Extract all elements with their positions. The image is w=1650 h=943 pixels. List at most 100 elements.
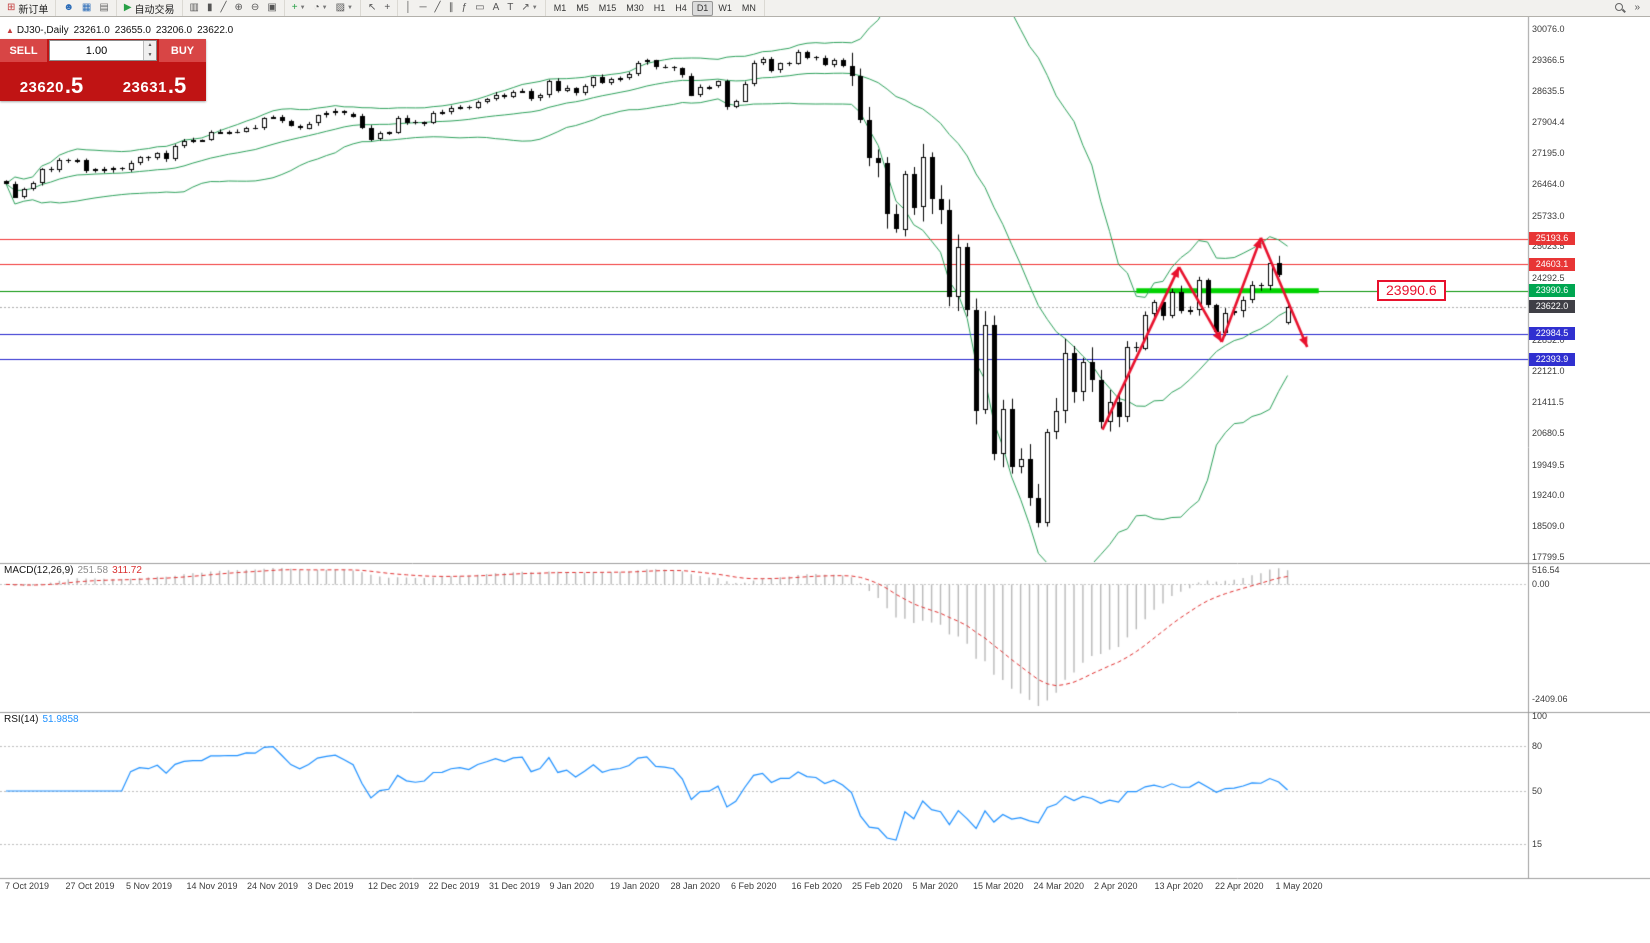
templates-button-glyph: ▨ — [335, 2, 346, 13]
arrow-objects-icon-glyph: ↗ — [521, 2, 530, 13]
text-icon[interactable]: A — [489, 1, 504, 16]
new-order-button-label: 新订单 — [18, 4, 49, 16]
zoom-out-icon[interactable]: ⊖ — [247, 1, 263, 16]
symbol-icon: ▲ — [6, 26, 14, 35]
timeframe-d1[interactable]: D1 — [691, 0, 714, 16]
fibonacci-icon[interactable]: ƒ — [458, 1, 472, 16]
terminal-icon-glyph: ▤ — [99, 2, 109, 13]
sell-price-main: 23620 — [19, 79, 64, 96]
crosshair-icon[interactable]: + — [380, 1, 394, 16]
channel-icon[interactable]: ∥ — [445, 1, 458, 16]
ohlc-close: 23622.0 — [197, 25, 234, 36]
indicators-button[interactable]: + ▼ — [288, 1, 310, 16]
cursor-icon[interactable]: ↖ — [364, 1, 380, 16]
trendline-icon[interactable]: ╱ — [431, 1, 445, 16]
timeframe-h4[interactable]: H4 — [675, 3, 687, 13]
volume-decrease-button[interactable]: ▼ — [144, 50, 156, 60]
autotrade-button[interactable]: ▶ 自动交易 — [120, 1, 179, 16]
volume-increase-button[interactable]: ▲ — [144, 41, 156, 51]
rsi-value: 51.9858 — [42, 714, 79, 725]
bar-chart-icon[interactable]: ▥ — [186, 1, 203, 16]
price-line-badge-22393.9[interactable]: 22393.9 — [1529, 352, 1575, 366]
periods-button-dropdown-icon: ▼ — [321, 5, 328, 11]
market-watch-icon[interactable]: ▦ — [78, 1, 95, 16]
chart-symbol: DJ30-,Daily — [16, 25, 69, 36]
price-line-badge-23990.6[interactable]: 23990.6 — [1529, 284, 1575, 298]
rsi-panel-resize-handle[interactable] — [0, 710, 1650, 714]
price-line-badge-23622.0[interactable]: 23622.0 — [1529, 300, 1575, 314]
timeframe-w1[interactable]: W1 — [718, 3, 732, 13]
cursor-icon-glyph: ↖ — [367, 2, 377, 13]
arrow-objects-icon-dropdown-icon: ▼ — [531, 5, 538, 11]
indicators-button-dropdown-icon: ▼ — [299, 5, 306, 11]
toolbar-group: ⊞ 新订单 — [0, 0, 57, 16]
arrow-objects-icon[interactable]: ↗ ▼ — [517, 1, 541, 16]
templates-button-dropdown-icon: ▼ — [347, 5, 353, 11]
timeframe-group: M1 M5 M15 M30 H1 H4 D1 W1 MN — [546, 0, 765, 16]
sell-price[interactable]: 23620 .5 — [0, 62, 103, 101]
tile-windows-icon[interactable]: ▣ — [263, 1, 280, 16]
quick-search-icon[interactable] — [1611, 1, 1630, 16]
sell-button[interactable]: SELL — [0, 39, 47, 62]
shapes-icon[interactable]: ▭ — [471, 1, 488, 16]
volume-box: ▲ ▼ — [49, 40, 157, 61]
toolbar-group: ▶ 自动交易 — [117, 0, 183, 16]
toolbar-group: ☻ ▦ ▤ — [56, 0, 117, 16]
text-label-icon[interactable]: T — [503, 1, 517, 16]
profile-icon[interactable]: ☻ — [59, 1, 78, 16]
vertical-line-icon[interactable]: │ — [401, 1, 415, 16]
timeframe-h1[interactable]: H1 — [653, 3, 666, 13]
price-line-badge-22984.5[interactable]: 22984.5 — [1529, 327, 1575, 341]
zoom-in-icon-glyph: ⊕ — [234, 2, 243, 13]
zoom-out-icon-glyph: ⊖ — [250, 2, 260, 13]
price-line-badge-25193.6[interactable]: 25193.6 — [1529, 232, 1575, 246]
periods-button-glyph: ◔ — [313, 2, 320, 13]
buy-price[interactable]: 23631 .5 — [103, 62, 206, 101]
timeframe-mn[interactable]: MN — [741, 3, 756, 13]
macd-signal-value: 311.72 — [112, 565, 142, 576]
quick-search-icon — [1615, 2, 1626, 14]
volume-input[interactable] — [50, 41, 143, 60]
templates-button[interactable]: ▨ ▼ — [332, 1, 357, 16]
toolbar-overflow-chevron[interactable]: » — [1630, 1, 1644, 16]
channel-icon-glyph: ∥ — [448, 2, 454, 13]
timeframe-m30[interactable]: M30 — [626, 3, 644, 13]
profile-icon-glyph: ☻ — [63, 2, 74, 13]
toolbar-group: ▥ ▮ ╱ ⊕ ⊖ ▣ — [183, 0, 285, 16]
toolbar-group: + ▼ ◔ ▼ ▨ ▼ — [285, 0, 361, 16]
toolbar-group: │ ─ ╱ ∥ ƒ ▭ A T ↗ ▼ — [398, 0, 546, 16]
zoom-in-icon[interactable]: ⊕ — [231, 1, 247, 16]
chart-ohlc-header: ▲ DJ30-,Daily 23261.0 23655.0 23206.0 23622.0 — [6, 25, 238, 36]
market-watch-icon-glyph: ▦ — [81, 2, 92, 13]
timeframe-m15[interactable]: M15 — [598, 3, 617, 13]
terminal-icon[interactable]: ▤ — [95, 1, 112, 16]
toolbar: ⊞ 新订单 ☻ ▦ ▤ ▶ 自动交易 ▥ ▮ ╱ ⊕ ⊖ ▣ + ▼ ◔ ▼ ▨ ▼ ↖ + │ ─ ╱ ∥ ƒ ▭ A T ↗ ▼ M1 M5… — [0, 0, 1650, 17]
price-line-badge-24603.1[interactable]: 24603.1 — [1529, 257, 1575, 271]
macd-name: MACD(12,26,9) — [4, 565, 74, 576]
buy-button[interactable]: BUY — [159, 39, 206, 62]
autotrade-button-glyph: ▶ — [123, 2, 132, 13]
macd-label: MACD(12,26,9) 251.58 311.72 — [4, 565, 142, 576]
timeframe-m1[interactable]: M1 — [553, 3, 567, 13]
vertical-line-icon-glyph: │ — [405, 2, 412, 13]
horizontal-line-icon[interactable]: ─ — [415, 1, 430, 16]
tile-windows-icon-glyph: ▣ — [267, 2, 277, 13]
line-chart-icon[interactable]: ╱ — [217, 1, 231, 16]
macd-panel-resize-handle[interactable] — [0, 561, 1650, 565]
price-callout[interactable]: 23990.6 — [1377, 280, 1446, 302]
rsi-name: RSI(14) — [4, 714, 39, 725]
periods-button[interactable]: ◔ ▼ — [310, 1, 332, 16]
crosshair-icon-glyph: + — [384, 2, 391, 13]
ohlc-high: 23655.0 — [114, 25, 151, 36]
autotrade-button-label: 自动交易 — [134, 4, 175, 16]
toolbar-overflow-chevron-glyph: » — [1634, 2, 1640, 13]
candlestick-chart-icon[interactable]: ▮ — [203, 1, 217, 16]
toolbar-right-group: » — [1608, 0, 1650, 16]
toolbar-group: ↖ + — [361, 0, 399, 16]
new-order-button-glyph: ⊞ — [7, 2, 16, 13]
indicators-button-glyph: + — [291, 2, 298, 13]
timeframe-m5[interactable]: M5 — [576, 3, 589, 13]
text-icon-glyph: A — [492, 2, 500, 13]
new-order-button[interactable]: ⊞ 新订单 — [3, 1, 52, 16]
